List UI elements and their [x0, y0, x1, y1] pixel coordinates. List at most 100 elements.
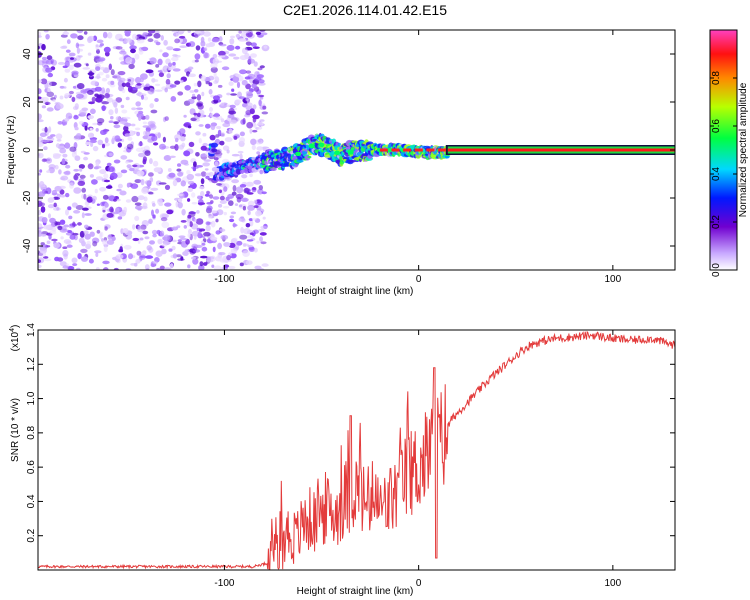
snr-panel: -100 0 100 0.2 0.4 0.6 0.8 1.0 1.2 1.4 Height of …	[9, 323, 676, 597]
noise-speckle	[213, 265, 222, 270]
noise-speckle	[63, 77, 68, 83]
signal-blob	[210, 142, 218, 148]
noise-speckle	[159, 49, 163, 53]
noise-speckle	[203, 46, 208, 52]
noise-speckle	[236, 81, 241, 89]
noise-speckle	[107, 234, 112, 240]
noise-speckle	[76, 30, 84, 34]
noise-speckle	[246, 239, 254, 242]
noise-speckle	[245, 90, 253, 95]
noise-speckle	[178, 35, 186, 39]
noise-speckle	[235, 73, 242, 78]
noise-speckle	[213, 71, 217, 78]
noise-speckle	[75, 267, 81, 270]
noise-speckle	[247, 204, 255, 211]
noise-speckle	[64, 60, 70, 68]
noise-speckle	[79, 174, 86, 179]
noise-speckle	[215, 230, 221, 235]
noise-speckle	[166, 209, 174, 215]
noise-speckle	[73, 168, 80, 172]
noise-speckle	[101, 87, 105, 94]
noise-speckle	[62, 31, 70, 36]
noise-speckle	[117, 76, 122, 82]
noise-speckle	[151, 209, 154, 217]
noise-speckle	[163, 39, 168, 46]
noise-speckle	[54, 221, 58, 226]
bottom-y-tick-label: 0.2	[26, 528, 37, 542]
carrier-core	[447, 148, 675, 152]
noise-speckle	[64, 117, 70, 122]
noise-speckle	[94, 188, 98, 194]
noise-speckle	[231, 179, 240, 184]
noise-speckle	[153, 167, 162, 173]
noise-speckle	[66, 244, 73, 248]
noise-speckle	[232, 222, 236, 228]
noise-speckle	[106, 162, 112, 167]
noise-speckle	[68, 90, 74, 95]
noise-speckle	[231, 117, 240, 122]
noise-speckle	[86, 196, 93, 203]
noise-speckle	[149, 240, 155, 245]
noise-speckle	[226, 149, 230, 154]
noise-speckle	[89, 127, 93, 131]
noise-speckle	[42, 217, 48, 223]
colorbar-label: Normalized spectral amplitude	[738, 82, 749, 217]
noise-speckle	[42, 56, 47, 61]
noise-speckle	[251, 217, 257, 221]
noise-speckle	[235, 193, 244, 200]
noise-speckle	[245, 70, 252, 74]
noise-speckle	[177, 91, 184, 96]
noise-speckle	[113, 101, 118, 108]
noise-speckle	[193, 218, 197, 223]
signal-blob	[307, 155, 312, 159]
noise-speckle	[239, 153, 243, 160]
noise-speckle	[230, 93, 237, 96]
noise-speckle	[259, 119, 265, 122]
signal-hotspot	[318, 142, 325, 147]
noise-speckle	[95, 127, 99, 132]
noise-speckle	[214, 161, 219, 168]
noise-speckle	[222, 205, 230, 209]
noise-speckle	[195, 244, 203, 248]
noise-speckle	[95, 161, 100, 167]
noise-speckle	[39, 132, 47, 138]
noise-speckle	[151, 78, 156, 83]
noise-speckle	[140, 83, 145, 87]
noise-speckle	[45, 34, 50, 40]
noise-speckle	[215, 218, 219, 223]
noise-speckle	[77, 222, 82, 226]
noise-speckle	[55, 103, 64, 110]
noise-speckle	[180, 180, 186, 187]
noise-speckle	[105, 185, 113, 189]
noise-speckle	[200, 190, 205, 197]
noise-speckle	[44, 258, 52, 262]
noise-speckle	[103, 128, 108, 135]
noise-speckle	[242, 30, 251, 34]
noise-speckle	[144, 150, 151, 157]
noise-speckle	[132, 237, 140, 242]
noise-speckle	[103, 245, 108, 252]
noise-speckle	[211, 38, 220, 43]
noise-speckle	[219, 228, 226, 232]
noise-speckle	[175, 201, 179, 208]
noise-speckle	[79, 168, 83, 172]
noise-speckle	[99, 187, 107, 192]
noise-speckle	[87, 163, 94, 170]
noise-speckle	[210, 220, 216, 228]
noise-speckle	[168, 172, 176, 178]
noise-speckle	[108, 109, 114, 116]
noise-speckle	[246, 235, 254, 239]
noise-speckle	[94, 250, 102, 254]
noise-speckle	[205, 123, 211, 129]
noise-speckle	[235, 45, 241, 50]
noise-speckle	[62, 265, 69, 269]
noise-speckle	[200, 171, 207, 177]
noise-speckle	[138, 115, 142, 121]
noise-speckle	[59, 148, 67, 154]
noise-speckle	[210, 210, 218, 214]
noise-speckle	[242, 250, 250, 257]
noise-speckle	[247, 200, 255, 207]
noise-speckle	[73, 62, 82, 68]
noise-speckle	[87, 115, 94, 120]
carrier-segment	[403, 148, 412, 152]
